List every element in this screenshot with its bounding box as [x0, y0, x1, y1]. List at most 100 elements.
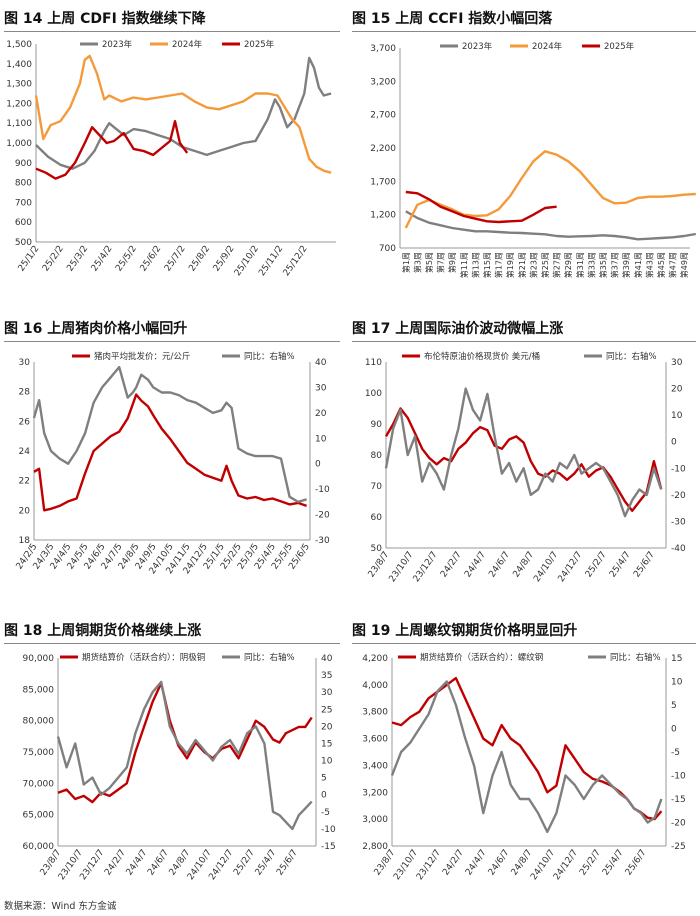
y-tick-label: 1,700	[370, 177, 396, 187]
x-tick-label: 25/4/7	[608, 550, 633, 579]
x-tick-label: 第49周	[679, 252, 689, 278]
y2-tick-label: 10	[671, 678, 683, 688]
x-tick-label: 第31周	[575, 252, 585, 278]
x-tick-label: 第7周	[436, 252, 446, 273]
y2-tick-label: -30	[671, 517, 686, 527]
y-tick-label: 2,200	[370, 144, 396, 154]
y-tick-label: 1,000	[6, 139, 32, 149]
x-tick-label: 第15周	[482, 252, 492, 278]
y-tick-label: 1,100	[6, 119, 32, 129]
series-line-s2023	[35, 56, 332, 170]
y-tick-label: 3,600	[362, 735, 388, 745]
legend-label: 布伦特原油价格现货价 美元/桶	[424, 351, 540, 362]
x-tick-label: 第11周	[459, 252, 469, 278]
x-tick-label: 25/9/2	[212, 244, 237, 273]
x-tick-label: 24/6/7	[146, 848, 171, 877]
x-tick-label: 第17周	[494, 252, 504, 278]
y2-tick-label: 15	[671, 654, 682, 664]
y-tick-label: 700	[15, 198, 32, 208]
panel-title-p16: 图 16 上周猪肉价格小幅回升	[4, 321, 188, 337]
x-tick-label: 24/2/7	[439, 550, 464, 579]
y2-tick-label: -5	[671, 748, 680, 758]
series-line-s2025	[35, 119, 189, 180]
y2-tick-label: -15	[671, 795, 686, 805]
y2-tick-label: 0	[321, 791, 327, 801]
legend-label: 2024年	[532, 41, 563, 52]
x-tick-label: 25/2/2	[41, 244, 66, 273]
legend-label: 猪肉平均批发价：元/公斤	[94, 351, 190, 362]
y-tick-label: 3,200	[370, 77, 396, 87]
x-tick-label: 25/2/7	[584, 550, 609, 579]
series-line-s2025	[405, 190, 557, 224]
x-tick-label: 第9周	[447, 252, 457, 273]
title-rule	[352, 643, 696, 644]
chart-oil: 50 60 70 80 90 100 110 -40 -30 -20 -10 0 10 20 30 23/8/…	[365, 351, 686, 584]
x-tick-label: 25/12/2	[282, 244, 310, 278]
y-tick-label: 85,000	[23, 685, 55, 695]
y2-tick-label: 10	[321, 757, 333, 767]
y-tick-label: 60,000	[23, 842, 55, 852]
y-tick-label: 1,200	[370, 211, 396, 221]
y-tick-label: 800	[15, 179, 32, 189]
x-tick-label: 24/4/7	[125, 848, 150, 877]
x-tick-label: 25/2/7	[578, 848, 603, 877]
y-tick-label: 70	[371, 482, 383, 492]
chart-copper: 60,000 65,000 70,000 75,000 80,000 85,000 90,0…	[23, 652, 336, 882]
series-line-gray	[32, 365, 307, 504]
y2-tick-label: 10	[315, 434, 327, 444]
legend-label: 同比：右轴%	[244, 351, 295, 362]
y2-tick-label: -30	[315, 536, 330, 546]
panel-title-p17: 图 17 上周国际油价波动微幅上涨	[352, 321, 564, 337]
series-line-red	[384, 407, 663, 513]
y-tick-label: 30	[19, 358, 31, 368]
legend-label: 2023年	[462, 41, 493, 52]
x-tick-label: 第5周	[424, 252, 434, 273]
x-tick-label: 第45周	[656, 252, 666, 278]
y-tick-label: 22	[19, 477, 30, 487]
x-tick-label: 25/2/7	[232, 848, 257, 877]
y2-tick-label: 25	[321, 705, 332, 715]
y2-tick-label: 10	[671, 411, 683, 421]
y-tick-label: 80	[371, 451, 383, 461]
x-tick-label: 第37周	[610, 252, 620, 278]
y2-tick-label: -40	[671, 544, 686, 554]
y2-tick-label: 40	[315, 358, 327, 368]
y-tick-label: 110	[365, 358, 382, 368]
series-line-s2024	[404, 150, 696, 229]
x-tick-label: 第25周	[540, 252, 550, 278]
y2-tick-label: 15	[321, 739, 332, 749]
y-tick-label: 1,500	[6, 40, 32, 50]
x-tick-label: 第35周	[598, 252, 608, 278]
y-tick-label: 50	[371, 544, 383, 554]
y2-tick-label: 40	[321, 654, 333, 664]
y-tick-label: 1,400	[6, 60, 32, 70]
y-tick-label: 3,200	[362, 788, 388, 798]
x-tick-label: 25/6/7	[624, 848, 649, 877]
x-tick-label: 第33周	[586, 252, 596, 278]
y-tick-label: 24	[19, 447, 31, 457]
y2-tick-label: -5	[321, 808, 330, 818]
x-tick-label: 第27周	[552, 252, 562, 278]
x-tick-label: 第19周	[505, 252, 515, 278]
legend-label: 同比：右轴%	[610, 652, 661, 663]
series-line-gray	[390, 680, 663, 834]
title-rule	[4, 341, 340, 342]
y2-tick-label: -10	[671, 772, 686, 782]
y-tick-label: 3,800	[362, 708, 388, 718]
x-tick-label: 24/6/7	[487, 550, 512, 579]
y-tick-label: 3,700	[370, 44, 396, 54]
y-tick-label: 80,000	[23, 717, 55, 727]
y-tick-label: 70,000	[23, 779, 55, 789]
y-tick-label: 700	[379, 244, 396, 254]
title-rule	[4, 643, 340, 644]
x-tick-label: 25/1/2	[17, 244, 42, 273]
y-tick-label: 3,000	[362, 815, 388, 825]
x-tick-label: 24/4/7	[463, 550, 488, 579]
y-tick-label: 1,200	[6, 99, 32, 109]
x-tick-label: 25/6/2	[139, 244, 164, 273]
x-tick-label: 第39周	[621, 252, 631, 278]
y2-tick-label: -10	[671, 464, 686, 474]
chart-rebar: 2,800 3,000 3,200 3,400 3,600 3,800 4,000 4,200…	[362, 652, 686, 882]
panel-title-p15: 图 15 上周 CCFI 指数小幅回落	[352, 11, 553, 27]
x-tick-label: 第23周	[528, 252, 538, 278]
